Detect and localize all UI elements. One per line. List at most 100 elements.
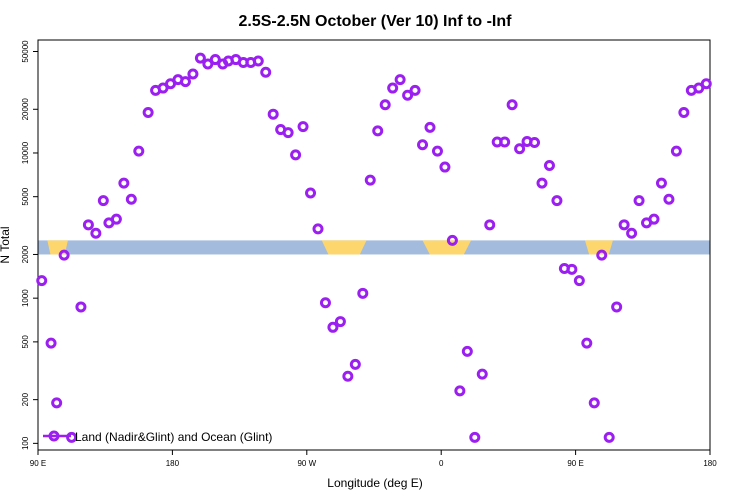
data-point — [543, 159, 555, 171]
data-point — [611, 301, 623, 313]
data-point — [469, 431, 481, 443]
data-point — [573, 275, 585, 287]
data-point — [97, 195, 109, 207]
data-point — [529, 137, 541, 149]
data-point — [118, 177, 130, 189]
data-point — [282, 127, 294, 139]
data-point — [45, 337, 57, 349]
land-ocean-band — [38, 240, 710, 255]
data-point — [461, 345, 473, 357]
data-point — [648, 213, 660, 225]
land-segment — [321, 240, 367, 255]
data-point — [349, 358, 361, 370]
y-tick-label: 5000 — [21, 187, 30, 205]
data-point — [312, 223, 324, 235]
data-point — [506, 99, 518, 111]
data-point — [36, 275, 48, 287]
data-point — [290, 149, 302, 161]
data-point — [424, 121, 436, 133]
data-point — [633, 195, 645, 207]
data-point — [364, 174, 376, 186]
y-tick-label: 100 — [21, 436, 30, 450]
data-point — [588, 397, 600, 409]
y-tick-label: 500 — [21, 335, 30, 349]
data-point — [82, 219, 94, 231]
data-point — [431, 145, 443, 157]
data-point — [626, 227, 638, 239]
data-point — [551, 195, 563, 207]
data-point — [260, 66, 272, 78]
data-point — [202, 58, 214, 70]
data-point — [157, 82, 169, 94]
data-point — [536, 177, 548, 189]
data-point — [75, 301, 87, 313]
data-point — [484, 219, 496, 231]
data-point — [342, 370, 354, 382]
legend: Land (Nadir&Glint) and Ocean (Glint) — [43, 430, 272, 444]
data-point — [581, 337, 593, 349]
x-tick-label: 180 — [703, 459, 717, 468]
data-point — [566, 263, 578, 275]
data-point — [319, 297, 331, 309]
data-point — [51, 397, 63, 409]
data-points — [36, 52, 712, 443]
data-point — [663, 193, 675, 205]
data-point — [305, 187, 317, 199]
data-point — [379, 99, 391, 111]
x-axis-label: Longitude (deg E) — [327, 476, 422, 490]
y-tick-label: 20000 — [21, 98, 30, 121]
y-axis-label: N Total — [0, 226, 12, 263]
data-point — [66, 431, 78, 443]
x-tick-label: 90 E — [30, 459, 46, 468]
data-point — [252, 55, 264, 67]
ocean-band — [38, 240, 710, 255]
data-point — [603, 431, 615, 443]
plot-frame — [37, 39, 711, 451]
land-segment — [584, 240, 613, 255]
data-point — [209, 54, 221, 66]
data-point — [439, 161, 451, 173]
data-point — [187, 68, 199, 80]
data-point — [142, 107, 154, 119]
data-point — [446, 234, 458, 246]
data-point — [476, 368, 488, 380]
data-point — [409, 84, 421, 96]
data-point — [693, 82, 705, 94]
data-point — [678, 107, 690, 119]
data-point — [499, 136, 511, 148]
x-tick-label: 90 W — [297, 459, 316, 468]
y-axis: 100 200 500 1000 2000 5000 10000 20000 50000 — [21, 40, 38, 450]
y-tick-label: 200 — [21, 392, 30, 406]
data-point — [58, 249, 70, 261]
data-point — [394, 74, 406, 86]
data-point — [327, 321, 339, 333]
land-segment — [422, 240, 472, 255]
data-point — [387, 82, 399, 94]
legend-label: Land (Nadir&Glint) and Ocean (Glint) — [75, 430, 272, 444]
data-point — [297, 121, 309, 133]
data-point — [125, 193, 137, 205]
data-point — [133, 145, 145, 157]
x-axis: 90 E 180 90 W 0 90 E 180 — [30, 450, 717, 468]
data-point — [110, 213, 122, 225]
data-point — [372, 125, 384, 137]
data-point — [700, 78, 712, 90]
data-point — [334, 316, 346, 328]
x-tick-label: 180 — [166, 459, 180, 468]
y-tick-label: 10000 — [21, 141, 30, 164]
data-point — [514, 143, 526, 155]
data-point — [194, 52, 206, 64]
data-point — [179, 76, 191, 88]
data-point — [670, 145, 682, 157]
data-point — [596, 249, 608, 261]
x-tick-label: 90 E — [567, 459, 583, 468]
y-tick-label: 2000 — [21, 245, 30, 263]
data-point — [454, 385, 466, 397]
data-point — [402, 89, 414, 101]
data-point — [655, 177, 667, 189]
y-tick-label: 1000 — [21, 289, 30, 307]
data-point — [357, 287, 369, 299]
data-point — [267, 108, 279, 120]
data-point — [90, 227, 102, 239]
